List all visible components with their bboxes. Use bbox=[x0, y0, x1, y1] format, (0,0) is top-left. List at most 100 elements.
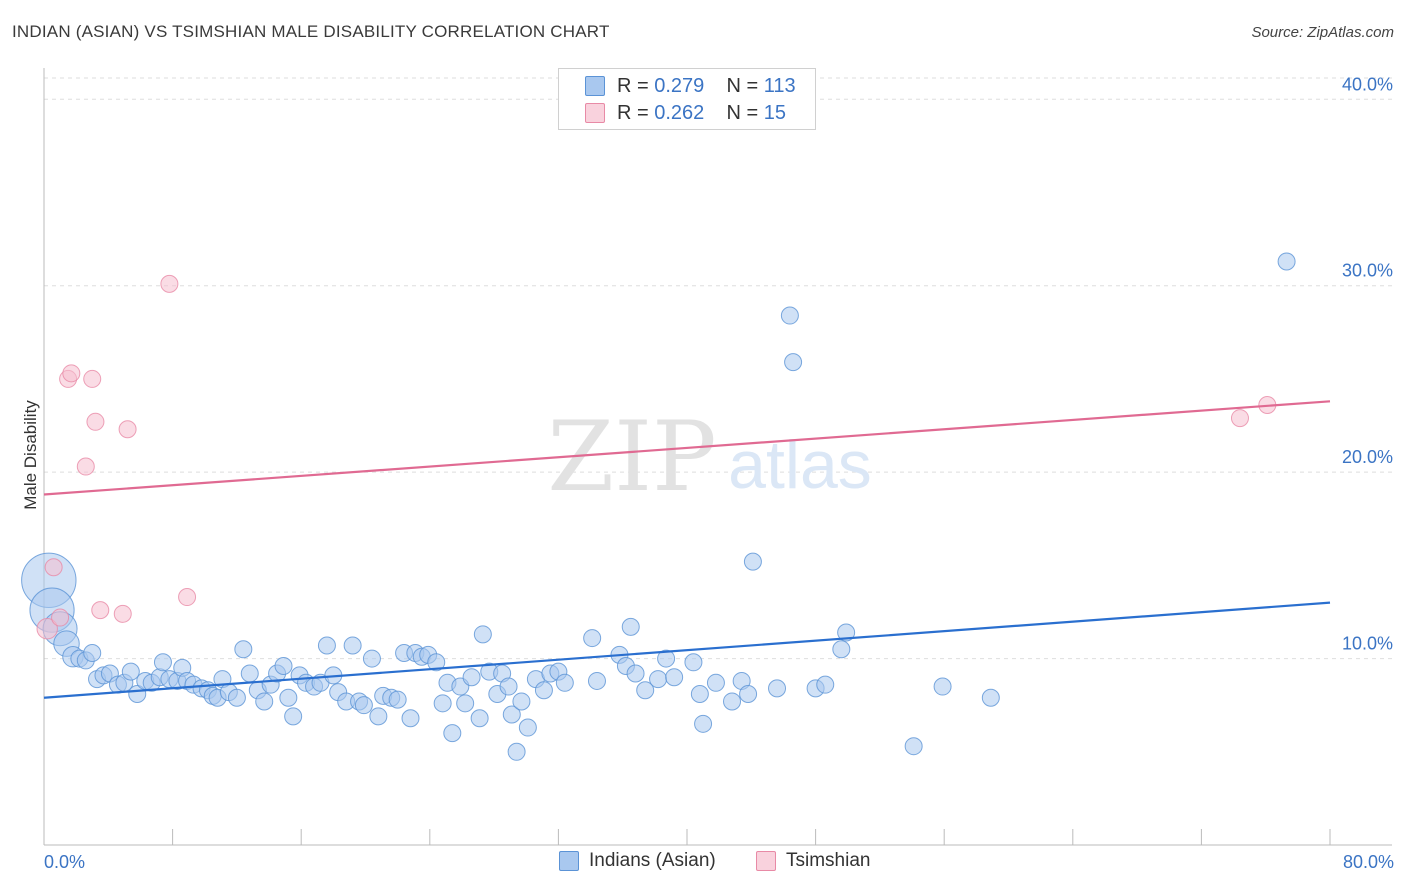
gridlines bbox=[44, 77, 1392, 660]
n-value: 15 bbox=[763, 101, 787, 124]
n-label: N = bbox=[726, 101, 764, 124]
legend-swatch-pink bbox=[756, 851, 776, 871]
data-point-indians bbox=[657, 649, 676, 668]
y-tick-label: 20.0% bbox=[1342, 447, 1393, 467]
data-point-indians bbox=[401, 709, 420, 728]
data-point-indians bbox=[636, 681, 655, 700]
trend-line-indians bbox=[43, 601, 1331, 699]
data-point-indians bbox=[362, 649, 381, 668]
data-point-indians bbox=[587, 671, 606, 690]
legend-row-tsimshian: R = 0.262 N = 15 bbox=[585, 100, 786, 126]
data-point-indians bbox=[832, 640, 851, 659]
data-point-indians bbox=[470, 709, 489, 728]
series-indians-points bbox=[21, 252, 1296, 761]
data-point-tsimshian bbox=[83, 369, 102, 388]
data-point-indians bbox=[317, 636, 336, 655]
data-point-tsimshian bbox=[51, 608, 70, 627]
data-point-tsimshian bbox=[36, 618, 58, 640]
data-point-tsimshian bbox=[178, 588, 197, 607]
trend-lines bbox=[43, 400, 1331, 699]
data-point-indians bbox=[904, 737, 923, 756]
data-point-indians bbox=[665, 668, 684, 687]
data-point-tsimshian bbox=[44, 558, 63, 577]
data-point-indians bbox=[443, 724, 462, 743]
data-point-indians bbox=[456, 694, 475, 713]
data-point-tsimshian bbox=[76, 457, 95, 476]
legend-item-indians[interactable]: Indians (Asian) bbox=[559, 850, 716, 872]
chart-title: INDIAN (ASIAN) VS TSIMSHIAN MALE DISABIL… bbox=[12, 22, 610, 41]
data-point-indians bbox=[512, 692, 531, 711]
stats-legend: R = 0.279 N = 113 R = 0.262 N = 15 bbox=[558, 68, 816, 130]
data-point-indians bbox=[274, 657, 293, 676]
data-point-indians bbox=[534, 681, 553, 700]
data-point-indians bbox=[433, 694, 452, 713]
data-point-indians bbox=[83, 643, 102, 662]
data-point-tsimshian bbox=[160, 274, 179, 293]
data-point-indians bbox=[780, 306, 799, 325]
r-value: 0.279 bbox=[654, 74, 705, 97]
data-point-indians bbox=[649, 670, 668, 689]
data-point-indians bbox=[502, 705, 521, 724]
data-point-tsimshian bbox=[62, 364, 81, 383]
y-tick-label: 10.0% bbox=[1342, 634, 1393, 654]
legend-label-indians: Indians (Asian) bbox=[589, 850, 716, 871]
data-point-indians bbox=[684, 653, 703, 672]
legend-swatch-pink bbox=[585, 103, 605, 123]
data-point-indians bbox=[555, 673, 574, 692]
data-point-indians bbox=[621, 617, 640, 636]
data-point-indians bbox=[518, 718, 537, 737]
data-point-indians bbox=[427, 653, 446, 672]
data-point-indians bbox=[234, 640, 253, 659]
data-point-indians bbox=[626, 664, 645, 683]
data-point-indians bbox=[121, 662, 140, 681]
data-point-indians bbox=[837, 623, 856, 642]
data-point-indians bbox=[739, 684, 758, 703]
r-label: R = bbox=[617, 74, 655, 97]
y-tick-labels: 10.0% 20.0% 30.0% 40.0% bbox=[1342, 74, 1393, 653]
data-point-indians bbox=[227, 688, 246, 707]
data-point-indians bbox=[768, 679, 787, 698]
data-point-indians bbox=[354, 696, 373, 715]
data-point-indians bbox=[933, 677, 952, 696]
x-tick-min: 0.0% bbox=[44, 852, 86, 872]
data-point-indians bbox=[507, 742, 526, 761]
x-tick-max: 80.0% bbox=[1342, 852, 1394, 872]
data-point-indians bbox=[279, 688, 298, 707]
data-point-indians bbox=[784, 353, 803, 372]
r-value: 0.262 bbox=[654, 101, 705, 124]
data-point-indians bbox=[723, 692, 742, 711]
legend-row-indians: R = 0.279 N = 113 bbox=[585, 73, 796, 99]
watermark-atlas: atlas bbox=[728, 427, 872, 503]
data-point-indians bbox=[816, 675, 835, 694]
data-point-tsimshian bbox=[86, 412, 105, 431]
data-point-indians bbox=[343, 636, 362, 655]
data-point-indians bbox=[981, 688, 1000, 707]
legend-label-tsimshian: Tsimshian bbox=[786, 850, 871, 871]
data-point-indians bbox=[743, 552, 762, 571]
y-tick-label: 40.0% bbox=[1342, 74, 1393, 94]
data-point-tsimshian bbox=[118, 420, 137, 439]
n-label: N = bbox=[726, 74, 764, 97]
data-point-indians bbox=[462, 668, 481, 687]
data-point-indians bbox=[369, 707, 388, 726]
data-point-indians bbox=[153, 653, 172, 672]
data-point-indians bbox=[499, 677, 518, 696]
legend-swatch-blue bbox=[559, 851, 579, 871]
axes bbox=[43, 68, 1392, 846]
data-point-indians bbox=[284, 707, 303, 726]
data-point-indians bbox=[1277, 252, 1296, 271]
data-point-indians bbox=[255, 692, 274, 711]
trend-line-tsimshian bbox=[43, 400, 1331, 496]
data-point-tsimshian bbox=[91, 601, 110, 620]
y-tick-label: 30.0% bbox=[1342, 261, 1393, 281]
n-value: 113 bbox=[763, 74, 796, 97]
legend-swatch-blue bbox=[585, 76, 605, 96]
data-point-tsimshian bbox=[113, 604, 132, 623]
data-point-indians bbox=[240, 664, 259, 683]
data-point-indians bbox=[694, 714, 713, 733]
data-point-indians bbox=[706, 673, 725, 692]
data-point-indians bbox=[690, 684, 709, 703]
legend-item-tsimshian[interactable]: Tsimshian bbox=[756, 850, 870, 872]
r-label: R = bbox=[617, 101, 655, 124]
